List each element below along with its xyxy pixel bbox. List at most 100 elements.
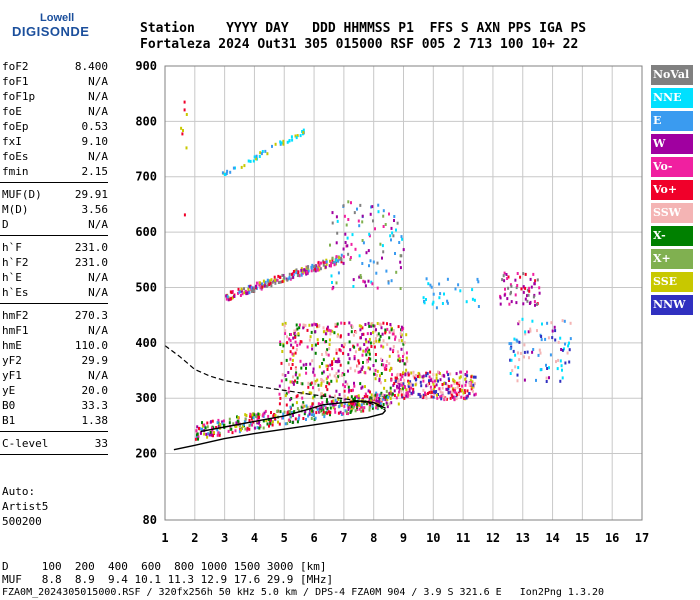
echo-point	[244, 420, 247, 424]
echo-point	[526, 294, 528, 298]
echo-point	[388, 394, 391, 398]
profile-solid-lower-line	[173, 409, 387, 451]
echo-point	[201, 424, 204, 428]
echo-point	[342, 412, 345, 416]
echo-point	[376, 322, 379, 325]
echo-point	[370, 205, 373, 209]
echo-point	[432, 292, 435, 296]
echo-point	[358, 403, 361, 407]
echo-point	[203, 423, 206, 427]
echo-point	[371, 322, 374, 325]
echo-point	[282, 142, 285, 146]
echo-point	[535, 378, 537, 382]
echo-point	[349, 404, 352, 408]
echo-point	[285, 392, 288, 396]
echo-point	[358, 361, 361, 365]
echo-point	[344, 401, 346, 405]
echo-point	[369, 396, 372, 400]
auto-label: Auto:	[2, 485, 36, 498]
echo-point	[325, 350, 328, 354]
echo-point	[516, 272, 519, 275]
echo-point	[426, 372, 429, 376]
echo-point	[263, 411, 266, 415]
echo-point	[371, 406, 374, 410]
echo-point	[472, 385, 475, 389]
x-tick-label: 8	[370, 531, 377, 545]
echo-point	[343, 398, 346, 402]
echo-point	[241, 424, 244, 428]
param-label: foF1p	[2, 90, 36, 103]
echo-point	[383, 395, 386, 399]
echo-point	[323, 404, 326, 407]
echo-point	[341, 372, 344, 375]
echo-point	[291, 380, 294, 384]
echo-point	[422, 379, 425, 383]
echo-point	[322, 261, 325, 265]
echo-point	[294, 269, 297, 273]
param-value: 8.400	[74, 60, 108, 73]
echo-point	[293, 332, 296, 335]
echo-point	[241, 292, 244, 296]
echo-point	[332, 399, 335, 403]
echo-point	[466, 394, 469, 398]
param-value: 231.0	[74, 241, 108, 254]
echo-point	[308, 338, 311, 342]
echo-point	[305, 418, 307, 421]
echo-point	[407, 379, 410, 383]
echo-point	[442, 373, 445, 377]
echo-point	[399, 260, 402, 264]
echo-point	[441, 391, 444, 395]
echo-point	[357, 402, 360, 406]
echo-point	[363, 406, 366, 410]
echo-point	[461, 384, 464, 388]
echo-point	[255, 154, 258, 158]
echo-point	[258, 421, 260, 425]
echo-point	[281, 373, 284, 377]
param-row: fxI 9.10	[2, 135, 108, 150]
echo-point	[366, 358, 369, 362]
echo-point	[336, 324, 338, 328]
echo-point	[299, 134, 302, 138]
echo-point	[330, 400, 333, 404]
param-row: hmE 110.0	[2, 339, 108, 354]
echo-point	[443, 382, 446, 386]
echo-point	[382, 321, 385, 325]
echo-point	[420, 394, 423, 398]
echo-point	[444, 397, 447, 401]
echo-point	[350, 201, 352, 205]
echo-point	[400, 333, 403, 337]
echo-point	[409, 384, 412, 388]
echo-point	[328, 264, 331, 268]
echo-point	[331, 329, 334, 333]
echo-point	[348, 388, 351, 392]
echo-point	[277, 274, 280, 278]
echo-point	[264, 149, 267, 153]
echo-point	[383, 366, 386, 370]
echo-point	[276, 409, 279, 413]
echo-point	[305, 272, 308, 276]
echo-point	[458, 376, 461, 380]
y-tick-label: 700	[135, 170, 157, 184]
echo-point	[326, 325, 329, 329]
echo-point	[305, 362, 308, 366]
echo-point	[428, 379, 430, 383]
echo-point	[368, 337, 371, 341]
echo-point	[426, 383, 429, 387]
echo-point	[528, 286, 531, 290]
x-tick-label: 9	[400, 531, 407, 545]
echo-point	[244, 289, 247, 293]
echo-point	[561, 319, 564, 323]
echo-point	[501, 278, 504, 282]
echo-point	[510, 342, 513, 346]
chart-points	[180, 100, 572, 441]
echo-point	[237, 291, 239, 295]
echo-point	[375, 406, 378, 410]
echo-point	[284, 329, 287, 333]
echo-point	[527, 293, 530, 297]
echo-point	[334, 360, 337, 363]
echo-point	[326, 329, 329, 333]
echo-point	[372, 396, 375, 400]
param-value: 20.0	[81, 384, 109, 397]
echo-point	[422, 388, 425, 392]
echo-point	[539, 351, 542, 355]
